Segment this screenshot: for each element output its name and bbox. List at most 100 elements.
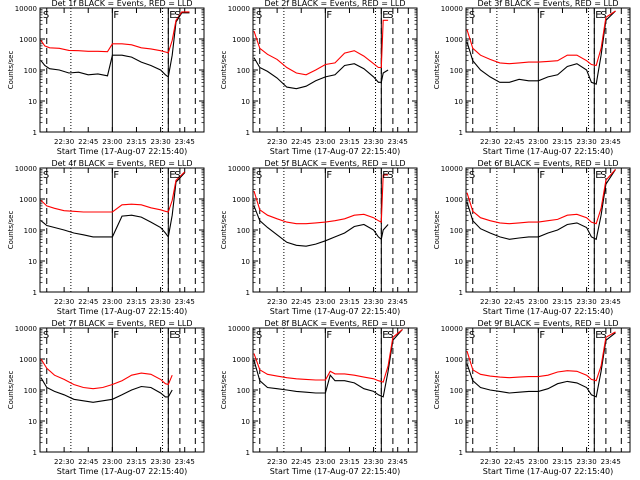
y-axis-label: Counts/sec xyxy=(220,211,228,250)
y-tick-label: 1 xyxy=(246,289,250,297)
x-axis-label: Start Time (17-Aug-07 22:15:40) xyxy=(57,307,188,316)
x-tick-label: 23:45 xyxy=(601,458,621,466)
plot-area xyxy=(466,168,622,292)
panel-det-5: Det 5f BLACK = Events, RED = LLD Counts/s… xyxy=(220,159,418,316)
plot-frame xyxy=(252,7,418,133)
x-tick-label: 23:15 xyxy=(339,458,359,466)
phase-marker: F xyxy=(113,10,119,21)
y-tick-label: 10000 xyxy=(15,325,37,333)
phase-marker: F xyxy=(326,330,332,341)
panel-det-3: Det 3f BLACK = Events, RED = LLD Counts/s… xyxy=(433,0,631,156)
y-tick-label: 10 xyxy=(454,258,463,266)
x-tick-label: 22:45 xyxy=(78,138,98,146)
y-tick-label: 10000 xyxy=(15,165,37,173)
plot-area xyxy=(466,8,622,132)
plot-area xyxy=(40,8,196,132)
x-tick-label: 22:45 xyxy=(291,458,311,466)
y-tick-label: 100 xyxy=(237,387,250,395)
phase-marker: S xyxy=(387,330,393,341)
y-tick-label: 10000 xyxy=(228,165,250,173)
y-tick-label: 10000 xyxy=(441,325,463,333)
series-line-lld xyxy=(466,169,616,225)
panel-title: Det 2f BLACK = Events, RED = LLD xyxy=(264,0,405,8)
phase-marker: S xyxy=(469,170,475,181)
y-tick-label: 10000 xyxy=(228,325,250,333)
series-line-lld xyxy=(40,11,190,54)
panel-title: Det 8f BLACK = Events, RED = LLD xyxy=(264,319,405,328)
x-tick-label: 23:15 xyxy=(552,138,572,146)
y-tick-label: 100 xyxy=(450,227,463,235)
x-axis-label: Start Time (17-Aug-07 22:15:40) xyxy=(483,147,614,156)
y-tick-label: 10000 xyxy=(228,5,250,13)
y-tick-label: 10 xyxy=(241,258,250,266)
y-tick-label: 1000 xyxy=(19,196,37,204)
x-tick-label: 22:45 xyxy=(291,298,311,306)
y-tick-label: 1 xyxy=(459,129,463,137)
series-line-lld xyxy=(253,328,403,383)
plot-frame xyxy=(252,167,418,293)
phase-marker: F xyxy=(113,330,119,341)
x-tick-label: 22:45 xyxy=(504,138,524,146)
y-axis-label: Counts/sec xyxy=(7,211,15,250)
series-line-lld xyxy=(466,331,616,382)
y-tick-label: 100 xyxy=(24,387,37,395)
series-line-events xyxy=(466,332,616,398)
series-line-lld xyxy=(253,19,389,76)
phase-marker: F xyxy=(326,10,332,21)
phase-marker: S xyxy=(600,10,606,21)
panel-title: Det 6f BLACK = Events, RED = LLD xyxy=(477,159,618,168)
y-tick-label: 1 xyxy=(459,449,463,457)
x-axis-label: Start Time (17-Aug-07 22:15:40) xyxy=(483,307,614,316)
phase-marker: F xyxy=(326,170,332,181)
phase-marker: E xyxy=(595,170,601,181)
x-tick-label: 22:30 xyxy=(54,138,74,146)
x-tick-label: 23:15 xyxy=(126,138,146,146)
phase-marker: S xyxy=(174,330,180,341)
y-axis-label: Counts/sec xyxy=(433,371,441,410)
x-tick-label: 23:15 xyxy=(126,298,146,306)
y-axis-label: Counts/sec xyxy=(433,51,441,90)
x-tick-label: 23:45 xyxy=(601,138,621,146)
y-tick-label: 1 xyxy=(33,289,37,297)
panel-title: Det 4f BLACK = Events, RED = LLD xyxy=(51,159,192,168)
phase-marker: E xyxy=(595,330,601,341)
phase-marker: S xyxy=(43,330,49,341)
y-tick-label: 100 xyxy=(237,67,250,75)
y-tick-label: 10 xyxy=(28,258,37,266)
y-tick-label: 1000 xyxy=(445,356,463,364)
x-tick-label: 23:45 xyxy=(175,138,195,146)
series-line-events xyxy=(40,12,190,78)
panel-det-9: Det 9f BLACK = Events, RED = LLD Counts/s… xyxy=(433,319,631,476)
x-tick-label: 22:45 xyxy=(504,298,524,306)
panel-det-6: Det 6f BLACK = Events, RED = LLD Counts/s… xyxy=(433,159,631,316)
y-axis-label: Counts/sec xyxy=(7,371,15,410)
y-axis-label: Counts/sec xyxy=(220,51,228,90)
x-tick-label: 23:00 xyxy=(315,458,335,466)
y-tick-label: 100 xyxy=(24,227,37,235)
x-tick-label: 23:45 xyxy=(175,298,195,306)
y-tick-label: 10000 xyxy=(441,5,463,13)
x-tick-label: 22:30 xyxy=(267,458,287,466)
y-tick-label: 1 xyxy=(33,129,37,137)
phase-marker: S xyxy=(469,330,475,341)
phase-marker: E xyxy=(595,10,601,21)
x-tick-label: 23:30 xyxy=(363,458,383,466)
series-line-lld xyxy=(253,174,389,225)
series-line-events xyxy=(253,205,389,247)
phase-marker: S xyxy=(600,330,606,341)
x-tick-label: 23:00 xyxy=(528,138,548,146)
panel-title: Det 1f BLACK = Events, RED = LLD xyxy=(51,0,192,8)
x-tick-label: 23:15 xyxy=(552,298,572,306)
phase-marker: S xyxy=(469,10,475,21)
y-tick-label: 100 xyxy=(450,387,463,395)
x-tick-label: 22:30 xyxy=(267,298,287,306)
y-tick-label: 1000 xyxy=(19,356,37,364)
plot-area xyxy=(253,8,409,132)
x-tick-label: 23:00 xyxy=(102,458,122,466)
x-tick-label: 23:45 xyxy=(388,298,408,306)
x-tick-label: 23:00 xyxy=(102,298,122,306)
plot-area xyxy=(40,168,196,292)
plot-area xyxy=(40,328,196,452)
x-tick-label: 22:30 xyxy=(480,138,500,146)
phase-marker: E xyxy=(382,170,388,181)
